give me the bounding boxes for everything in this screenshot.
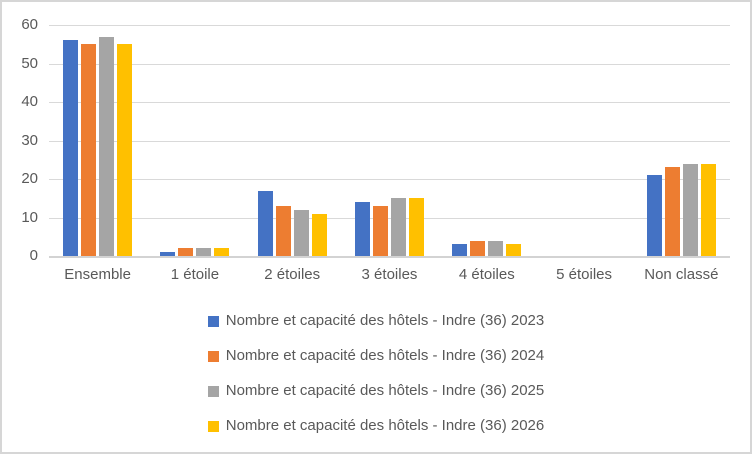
bar <box>311 213 327 256</box>
legend-marker-icon <box>207 385 219 397</box>
gridline <box>49 140 730 142</box>
legend-label: Nombre et capacité des hôtels - Indre (3… <box>225 417 545 434</box>
y-tick-label: 60 <box>21 16 38 33</box>
x-category-label: 1 étoile <box>170 266 220 283</box>
legend-item: Nombre et capacité des hôtels - Indre (3… <box>207 312 545 330</box>
bar <box>81 44 97 256</box>
bar-group <box>146 25 243 256</box>
bar <box>470 240 486 256</box>
bar <box>372 205 388 256</box>
bar <box>700 163 716 256</box>
y-tick-label: 20 <box>21 170 38 187</box>
x-category-label: 5 étoiles <box>556 266 612 283</box>
y-tick-label: 10 <box>21 208 38 226</box>
legend-item: Nombre et capacité des hôtels - Indre (3… <box>207 382 545 400</box>
bar-group <box>438 25 535 256</box>
bar <box>682 163 698 256</box>
legend-item: Nombre et capacité des hôtels - Indre (3… <box>207 347 545 365</box>
x-category-label: 2 étoiles <box>264 266 321 283</box>
bar <box>408 198 424 256</box>
y-tick-label: 30 <box>21 131 38 149</box>
bar-group <box>341 25 438 256</box>
bar <box>452 244 468 256</box>
bar-group <box>535 25 632 256</box>
legend: Nombre et capacité des hôtels - Indre (3… <box>2 312 750 435</box>
bar <box>354 202 370 256</box>
bar <box>99 36 115 256</box>
legend-label: Nombre et capacité des hôtels - Indre (3… <box>225 312 545 329</box>
x-category-label: Non classé <box>644 266 719 283</box>
plot-area <box>49 25 730 258</box>
legend-label: Nombre et capacité des hôtels - Indre (3… <box>225 382 545 399</box>
bar <box>646 175 662 256</box>
legend-marker-icon <box>207 315 219 327</box>
x-category-label: 4 étoiles <box>458 266 515 283</box>
bar <box>275 205 291 256</box>
bar-group <box>49 25 146 256</box>
bar <box>488 240 504 256</box>
bar <box>196 248 212 256</box>
bar <box>390 198 406 256</box>
bar <box>257 190 273 256</box>
legend-item: Nombre et capacité des hôtels - Indre (3… <box>207 417 545 435</box>
gridline <box>49 63 730 65</box>
gridline <box>49 25 730 26</box>
bar <box>63 40 79 256</box>
bar <box>117 44 133 256</box>
y-tick-label: 40 <box>21 93 38 110</box>
bar-group <box>244 25 341 256</box>
x-category-label: Ensemble <box>64 266 131 283</box>
bar <box>178 248 194 256</box>
gridline <box>49 179 730 180</box>
x-category-label: 3 étoiles <box>361 266 418 283</box>
bar <box>214 248 230 256</box>
legend-marker-icon <box>207 350 219 362</box>
bar <box>664 167 680 256</box>
bar <box>506 244 522 256</box>
gridline <box>49 102 730 103</box>
x-axis-line <box>49 256 730 258</box>
gridline <box>49 217 730 219</box>
bar <box>160 252 176 256</box>
bar-group <box>633 25 730 256</box>
y-tick-label: 0 <box>29 247 38 264</box>
legend-marker-icon <box>207 420 219 432</box>
y-tick-label: 50 <box>21 54 38 72</box>
bar <box>293 209 309 256</box>
legend-label: Nombre et capacité des hôtels - Indre (3… <box>225 347 545 364</box>
